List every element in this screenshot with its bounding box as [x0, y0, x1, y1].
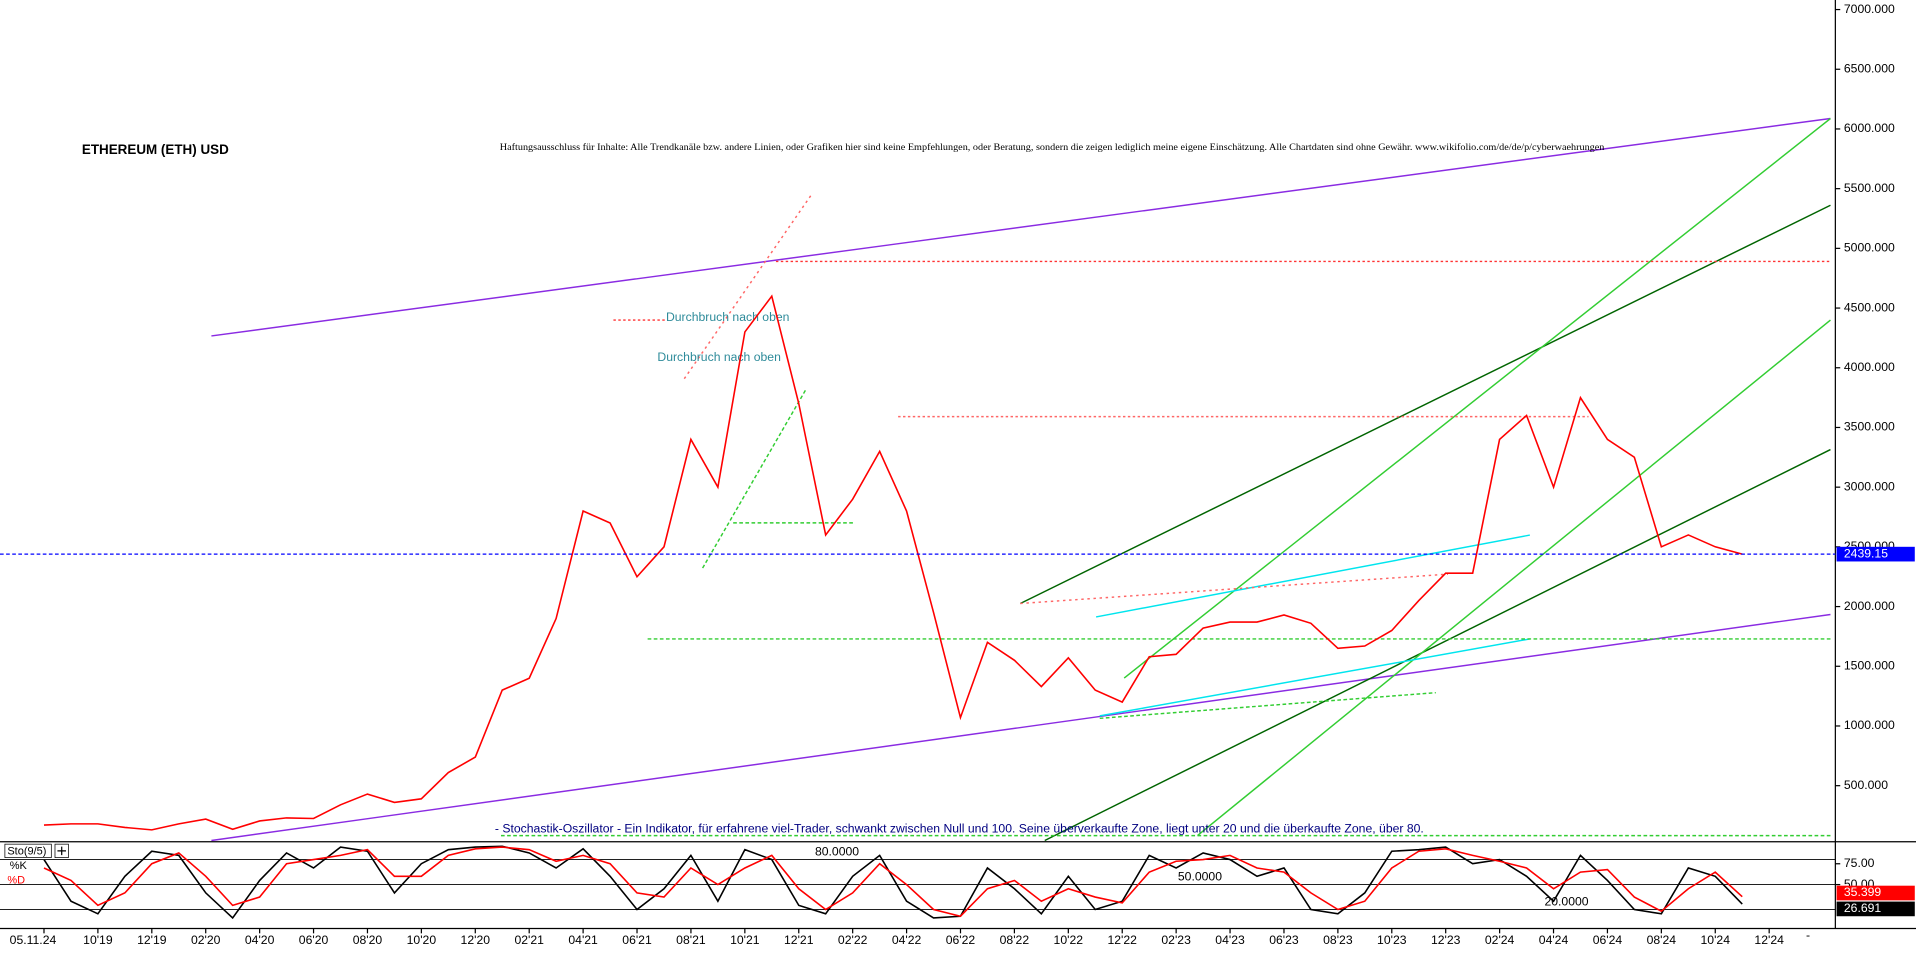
trend-line	[1019, 204, 1831, 605]
indicator-box	[4, 843, 52, 858]
y-tick-label: 3500.000	[1844, 420, 1895, 434]
trend-line	[1044, 448, 1831, 842]
legend-label: %K	[10, 860, 28, 872]
x-tick-label: 10'23	[1377, 933, 1407, 947]
trend-line	[1095, 534, 1531, 618]
x-tick-label: 12'24	[1754, 933, 1784, 947]
osc-level-label: 80.0000	[815, 844, 859, 858]
x-tick-label: 08'23	[1323, 933, 1353, 947]
expand-icon	[57, 846, 66, 856]
trend-line	[1123, 117, 1831, 679]
chart-title: ETHEREUM (ETH) USD	[82, 142, 229, 157]
last-price-box	[1836, 546, 1915, 562]
y-tick-label: 5000.000	[1844, 241, 1895, 255]
x-tick-label: 04'22	[892, 933, 922, 947]
x-tick-label: 02'21	[514, 933, 544, 947]
x-tick-label: 04'24	[1539, 933, 1569, 947]
x-tick-label: 06'23	[1269, 933, 1299, 947]
x-tick-label: 06'22	[946, 933, 976, 947]
x-tick-label: 10'20	[407, 933, 437, 947]
trend-line	[1099, 691, 1436, 720]
annotation: Durchbruch nach oben	[666, 310, 789, 324]
x-tick-label: 12'21	[784, 933, 814, 947]
x-tick-label: 12'22	[1107, 933, 1137, 947]
y-tick-label: 6000.000	[1844, 121, 1895, 135]
disclaimer: Haftungsausschluss für Inhalte: Alle Tre…	[500, 142, 1605, 153]
trend-line	[1197, 319, 1831, 837]
x-tick-label: 04'20	[245, 933, 275, 947]
x-tick-label: 12'23	[1431, 933, 1461, 947]
annotation: - Stochastik-Oszillator - Ein Indikator,…	[495, 822, 1424, 836]
y-tick-label: 6500.000	[1844, 61, 1895, 75]
x-tick-label: 05.11.24	[10, 933, 57, 947]
trend-line	[683, 192, 814, 380]
x-tick-label: 08'22	[1000, 933, 1030, 947]
x-tick-label: 08'20	[353, 933, 383, 947]
x-tick-label: 06'20	[299, 933, 329, 947]
legend-label: %D	[7, 875, 25, 887]
x-tick-label: 04'21	[568, 933, 598, 947]
x-tick-label: 08'21	[676, 933, 706, 947]
trend-line	[211, 117, 1831, 337]
y-tick-label: 4500.000	[1844, 300, 1895, 314]
x-tick-label: 10'21	[730, 933, 760, 947]
x-tick-label: 08'24	[1647, 933, 1677, 947]
osc-level-label: 20.0000	[1544, 894, 1588, 908]
y-tick-label: 500.000	[1844, 778, 1888, 792]
osc-last-label: 35.399	[1844, 885, 1882, 899]
trend-line	[211, 613, 1831, 842]
x-tick-label: 06'24	[1593, 933, 1623, 947]
x-tick-label: 06'21	[622, 933, 652, 947]
series-line	[43, 294, 1743, 831]
x-tick-label: 12'19	[137, 933, 167, 947]
y-tick-label: 1500.000	[1844, 658, 1895, 672]
x-tick-label: 02'22	[838, 933, 868, 947]
y-tick-label: 2000.000	[1844, 599, 1895, 613]
x-tick-label: 10'24	[1701, 933, 1731, 947]
osc-level-label: 50.0000	[1178, 869, 1222, 883]
x-tick-label: 10'19	[83, 933, 113, 947]
series-line	[43, 846, 1743, 918]
y-tick-label: 1000.000	[1844, 718, 1895, 732]
x-tick-label: 12'20	[461, 933, 491, 947]
trend-line	[1020, 573, 1449, 605]
y-tick-label: 7000.000	[1844, 2, 1895, 16]
trend-lines	[211, 117, 1831, 842]
y-tick-label: 4000.000	[1844, 360, 1895, 374]
scroll-marker[interactable]: -	[1806, 928, 1810, 942]
y-tick-label: 3000.000	[1844, 479, 1895, 493]
x-tick-label: 10'22	[1054, 933, 1084, 947]
trend-line	[1099, 638, 1530, 717]
x-tick-label: 02'24	[1485, 933, 1515, 947]
osc-last-box	[1836, 885, 1915, 901]
y-tick-label: 5500.000	[1844, 181, 1895, 195]
osc-last-label: 26.691	[1844, 901, 1882, 915]
x-tick-label: 04'23	[1215, 933, 1245, 947]
osc-last-box	[1836, 901, 1915, 917]
last-price-label: 2439.15	[1844, 546, 1888, 560]
annotation: Durchbruch nach oben	[657, 350, 780, 364]
trend-line	[701, 388, 808, 569]
indicator-title: Sto(9/5)	[7, 845, 46, 857]
osc-y-tick-label: 75.00	[1844, 856, 1875, 870]
x-tick-label: 02'20	[191, 933, 221, 947]
x-tick-label: 02'23	[1161, 933, 1191, 947]
